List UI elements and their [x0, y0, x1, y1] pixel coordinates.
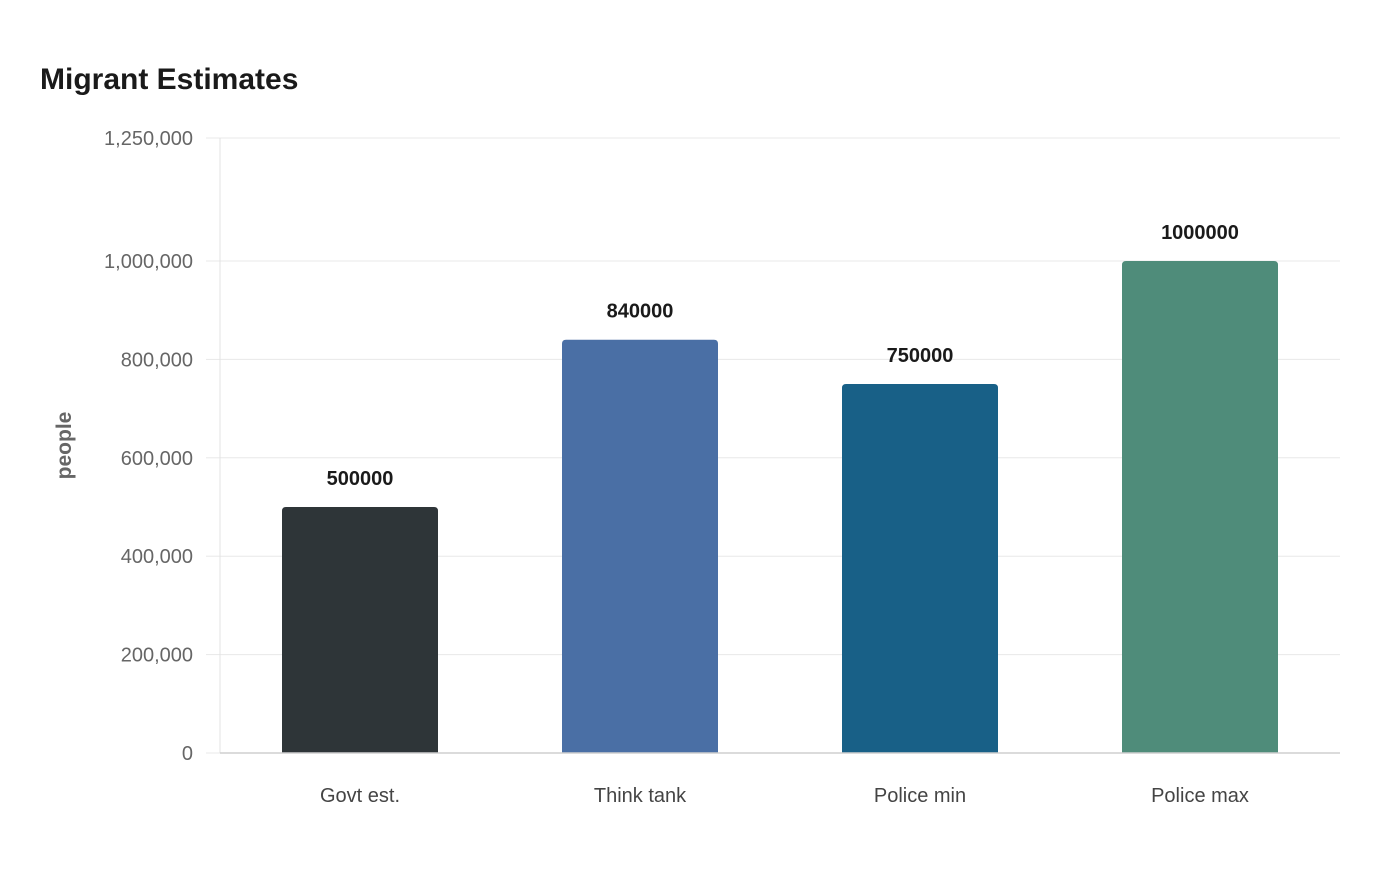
y-tick-label: 200,000	[121, 645, 193, 667]
chart-title: Migrant Estimates	[40, 63, 299, 96]
data-label: 1000000	[1161, 222, 1239, 244]
y-tick-label: 400,000	[121, 546, 193, 568]
bar-govt-est	[282, 507, 438, 753]
labels: 0 200,000 400,000 600,000 800,000 1,000,000 1,…	[104, 128, 1340, 807]
y-tick-label: 0	[182, 743, 193, 765]
x-category-label: Think tank	[594, 785, 687, 807]
data-label: 840000	[607, 301, 674, 323]
y-tick-label: 1,000,000	[104, 251, 193, 273]
y-tick-label: 800,000	[121, 349, 193, 371]
axes	[206, 137, 221, 754]
y-tick-label: 600,000	[121, 448, 193, 470]
bars	[282, 261, 1278, 753]
x-category-label: Govt est.	[320, 785, 400, 807]
bar-police-min	[842, 384, 998, 753]
x-category-label: Police max	[1151, 785, 1249, 807]
data-label: 750000	[887, 345, 954, 367]
x-category-label: Police min	[874, 785, 966, 807]
bar-think-tank	[562, 339, 718, 753]
data-label: 500000	[327, 468, 394, 490]
bar-police-max	[1122, 261, 1278, 753]
y-axis-title: people	[53, 412, 76, 480]
y-tick-label: 1,250,000	[104, 128, 193, 150]
